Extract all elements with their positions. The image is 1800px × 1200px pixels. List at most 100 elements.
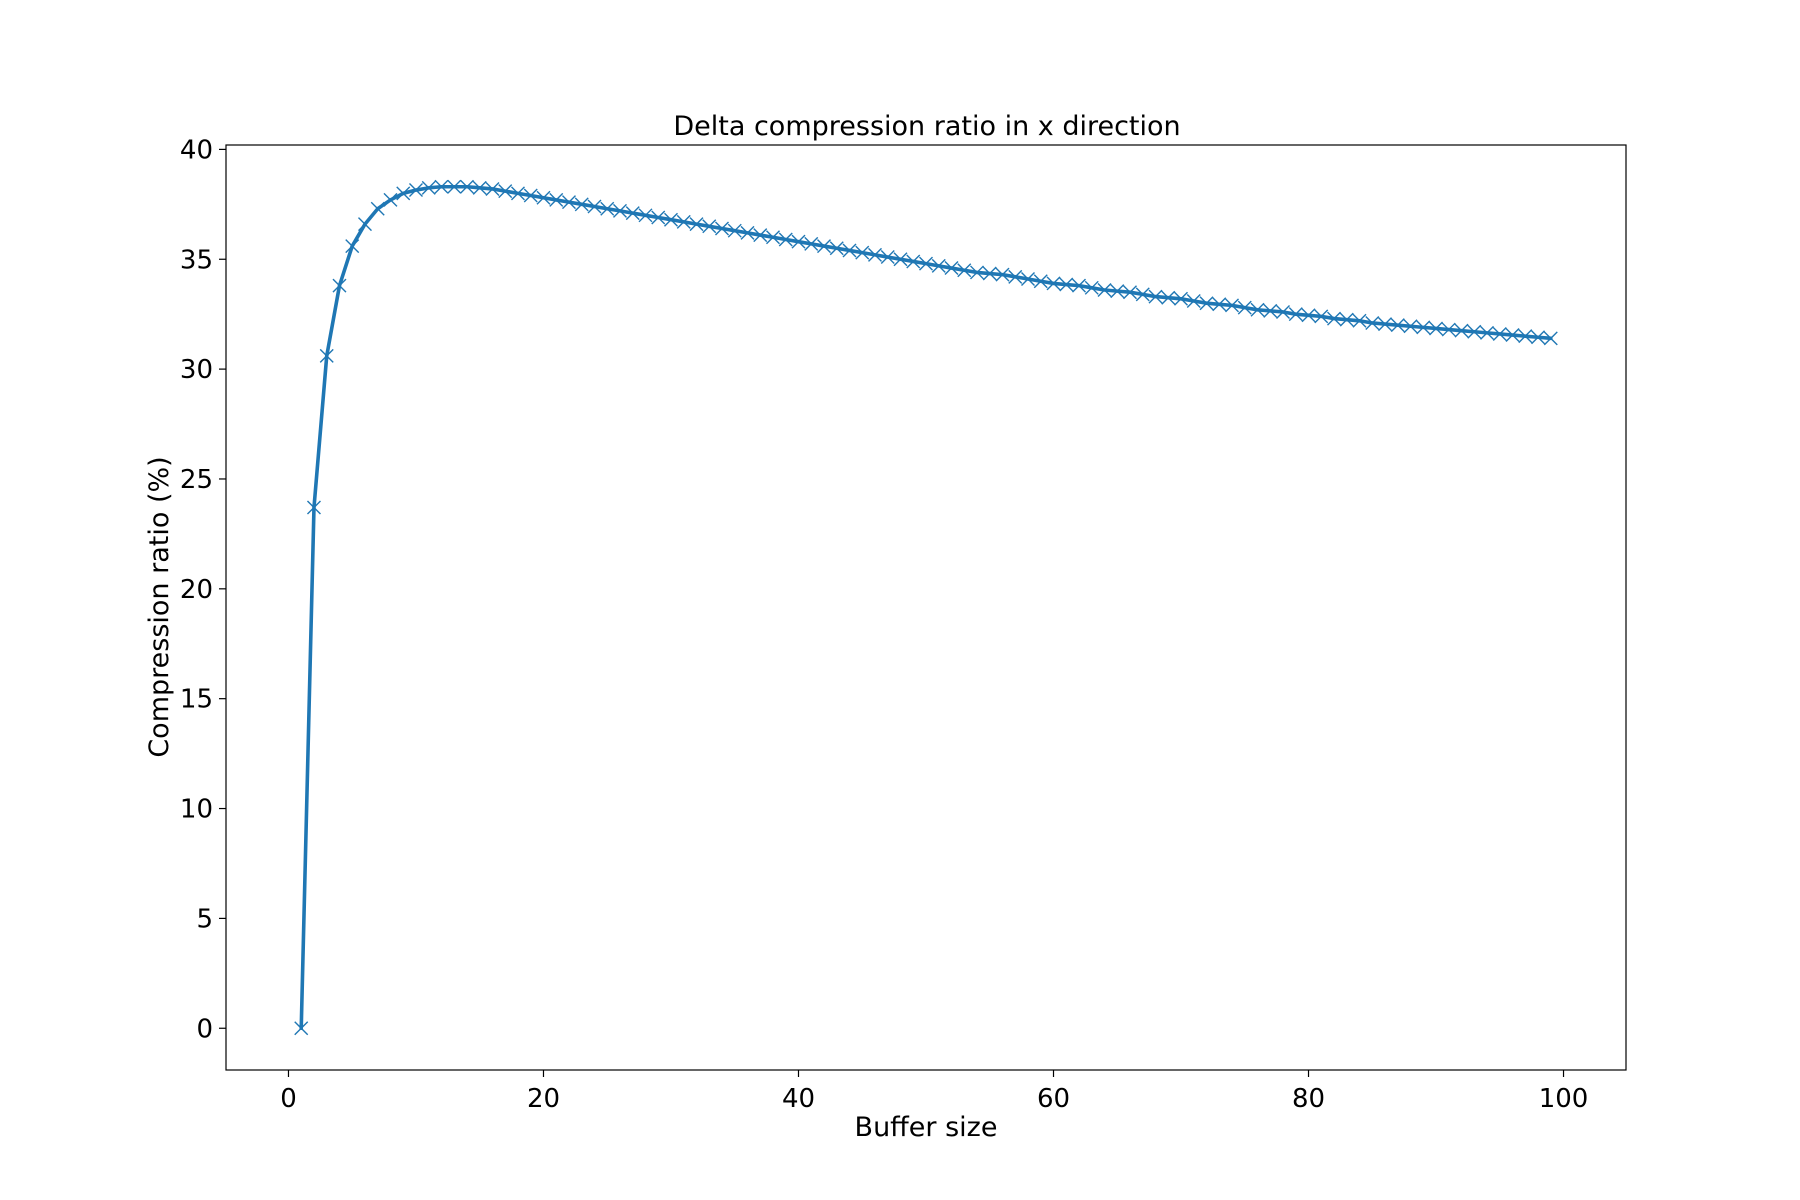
x-axis: 0 20 40 60 80 100: [280, 1070, 1588, 1114]
data-point-25: [600, 201, 615, 216]
data-point-83: [1339, 312, 1354, 327]
data-point-51: [931, 258, 946, 273]
y-tick-label-40: 40: [180, 135, 213, 165]
data-point-34: [714, 221, 729, 236]
data-point-4: [332, 278, 347, 293]
data-point-75: [1237, 300, 1252, 315]
data-point-26: [612, 203, 627, 218]
y-tick-label-15: 15: [180, 685, 213, 715]
data-point-5: [345, 239, 360, 254]
data-point-66: [1123, 285, 1138, 300]
data-point-15: [472, 180, 487, 195]
chart-title: Delta compression ratio in x direction: [673, 111, 1180, 142]
data-point-88: [1403, 319, 1418, 334]
data-point-38: [765, 230, 780, 245]
data-point-31: [676, 214, 691, 229]
data-point-16: [485, 181, 500, 196]
data-point-74: [1225, 298, 1240, 313]
data-point-46: [868, 247, 882, 262]
data-point-67: [1135, 287, 1150, 302]
data-point-1: [294, 1021, 309, 1036]
data-point-13: [447, 179, 462, 194]
data-point-94: [1480, 325, 1495, 340]
data-point-42: [817, 239, 831, 254]
data-point-28: [638, 208, 653, 223]
data-point-59: [1033, 274, 1048, 289]
data-point-98: [1531, 330, 1546, 345]
data-point-63: [1084, 280, 1099, 295]
data-point-90: [1429, 321, 1444, 336]
data-point-32: [689, 217, 704, 232]
data-point-27: [625, 206, 640, 221]
data-point-81: [1314, 309, 1329, 324]
data-point-45: [855, 245, 870, 260]
data-point-23: [574, 197, 589, 212]
data-point-56: [995, 267, 1010, 282]
data-point-64: [1097, 283, 1112, 298]
plot-area: [294, 179, 1558, 1036]
data-point-8: [383, 192, 398, 207]
data-point-52: [944, 261, 959, 276]
y-tick-label-10: 10: [180, 795, 213, 825]
data-point-58: [1021, 272, 1035, 287]
data-point-60: [1046, 276, 1061, 291]
data-point-77: [1263, 303, 1278, 318]
data-point-70: [1174, 291, 1189, 306]
data-point-24: [587, 199, 602, 214]
data-point-96: [1505, 328, 1520, 343]
data-point-43: [829, 241, 844, 256]
data-point-54: [970, 265, 984, 280]
data-point-40: [791, 234, 806, 249]
data-point-87: [1390, 318, 1405, 333]
x-tick-label-100: 100: [1539, 1084, 1589, 1114]
data-point-22: [561, 195, 576, 210]
data-point-71: [1186, 294, 1201, 308]
data-point-33: [702, 219, 717, 234]
data-point-57: [1008, 269, 1023, 284]
axes-frame: [225, 144, 1627, 1071]
y-tick-label-30: 30: [180, 355, 213, 385]
data-point-80: [1301, 308, 1316, 323]
data-point-53: [957, 263, 972, 278]
y-axis-label: Compression ratio (%): [144, 456, 175, 757]
data-point-2: [306, 500, 321, 515]
x-tick-label-40: 40: [782, 1084, 815, 1114]
data-point-69: [1161, 290, 1176, 305]
data-point-10: [408, 183, 423, 198]
data-point-29: [651, 210, 666, 225]
y-tick-label-35: 35: [180, 245, 213, 275]
data-point-91: [1441, 322, 1456, 337]
x-tick-label-0: 0: [280, 1084, 297, 1114]
data-point-12: [434, 179, 449, 194]
data-point-20: [536, 190, 551, 205]
data-point-41: [804, 236, 819, 251]
data-point-6: [357, 217, 372, 232]
data-point-93: [1467, 324, 1482, 339]
y-tick-label-20: 20: [180, 575, 213, 605]
data-point-61: [1059, 277, 1074, 292]
data-point-78: [1276, 304, 1291, 319]
y-tick-label-5: 5: [196, 904, 213, 934]
x-tick-label-80: 80: [1292, 1084, 1325, 1114]
data-point-85: [1365, 315, 1380, 330]
data-point-14: [459, 179, 474, 194]
data-point-92: [1454, 323, 1469, 338]
data-point-72: [1199, 296, 1214, 311]
data-point-65: [1110, 284, 1125, 299]
x-tick-label-60: 60: [1037, 1084, 1070, 1114]
data-point-84: [1352, 313, 1367, 328]
data-point-68: [1148, 289, 1163, 304]
y-tick-label-25: 25: [180, 465, 213, 495]
y-axis: 0 5 10 15 20 25 30 35 40: [180, 135, 226, 1044]
y-tick-label-0: 0: [196, 1014, 213, 1044]
data-point-97: [1518, 329, 1533, 344]
data-point-9: [396, 186, 411, 201]
data-point-18: [510, 186, 525, 201]
data-point-3: [319, 348, 334, 363]
x-axis-label: Buffer size: [855, 1112, 998, 1143]
data-point-17: [498, 184, 513, 199]
data-point-7: [370, 201, 385, 216]
data-point-21: [549, 192, 564, 207]
data-point-39: [778, 232, 793, 247]
data-point-48: [893, 252, 908, 267]
